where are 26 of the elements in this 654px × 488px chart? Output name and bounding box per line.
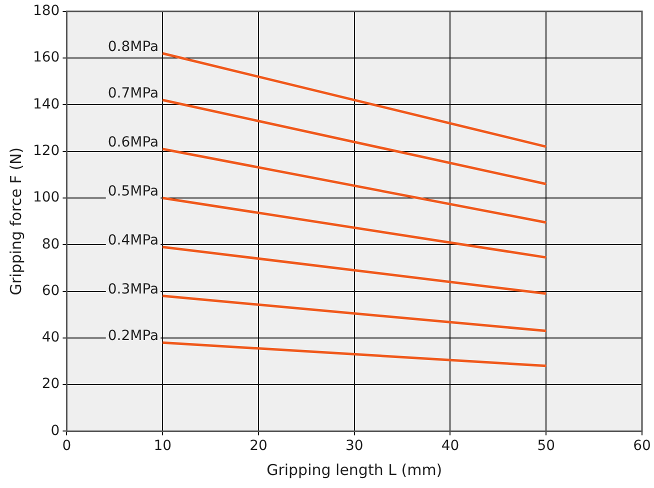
series-label: 0.8MPa [108,39,159,56]
series-label: 0.3MPa [108,282,159,298]
series-label: 0.2MPa [108,328,159,344]
y-tick-label: 100 [32,190,60,206]
y-tick-label: 140 [32,96,60,112]
series-label: 0.4MPa [108,232,159,249]
y-tick-label: 40 [42,330,60,346]
y-tick-label: 60 [42,282,60,299]
x-tick-label: 60 [633,438,651,454]
x-tick-label: 0 [62,438,72,454]
x-tick-label: 10 [154,438,172,454]
y-tick-label: 180 [32,3,60,20]
series-label: 0.5MPa [108,184,159,200]
x-tick-label: 50 [537,438,556,454]
series-label: 0.6MPa [108,134,159,151]
y-tick-label: 120 [32,142,60,159]
x-tick-label: 30 [345,438,364,454]
y-tick-label: 80 [42,236,60,252]
x-tick-label: 40 [441,438,460,454]
y-axis-title: Gripping force F (N) [6,147,25,296]
y-tick-label: 20 [42,376,60,392]
y-tick-label: 160 [32,50,60,66]
x-tick-label: 20 [250,438,268,454]
series-label: 0.7MPa [108,86,159,102]
x-axis-title: Gripping length L (mm) [266,460,442,479]
y-tick-label: 0 [50,422,60,439]
